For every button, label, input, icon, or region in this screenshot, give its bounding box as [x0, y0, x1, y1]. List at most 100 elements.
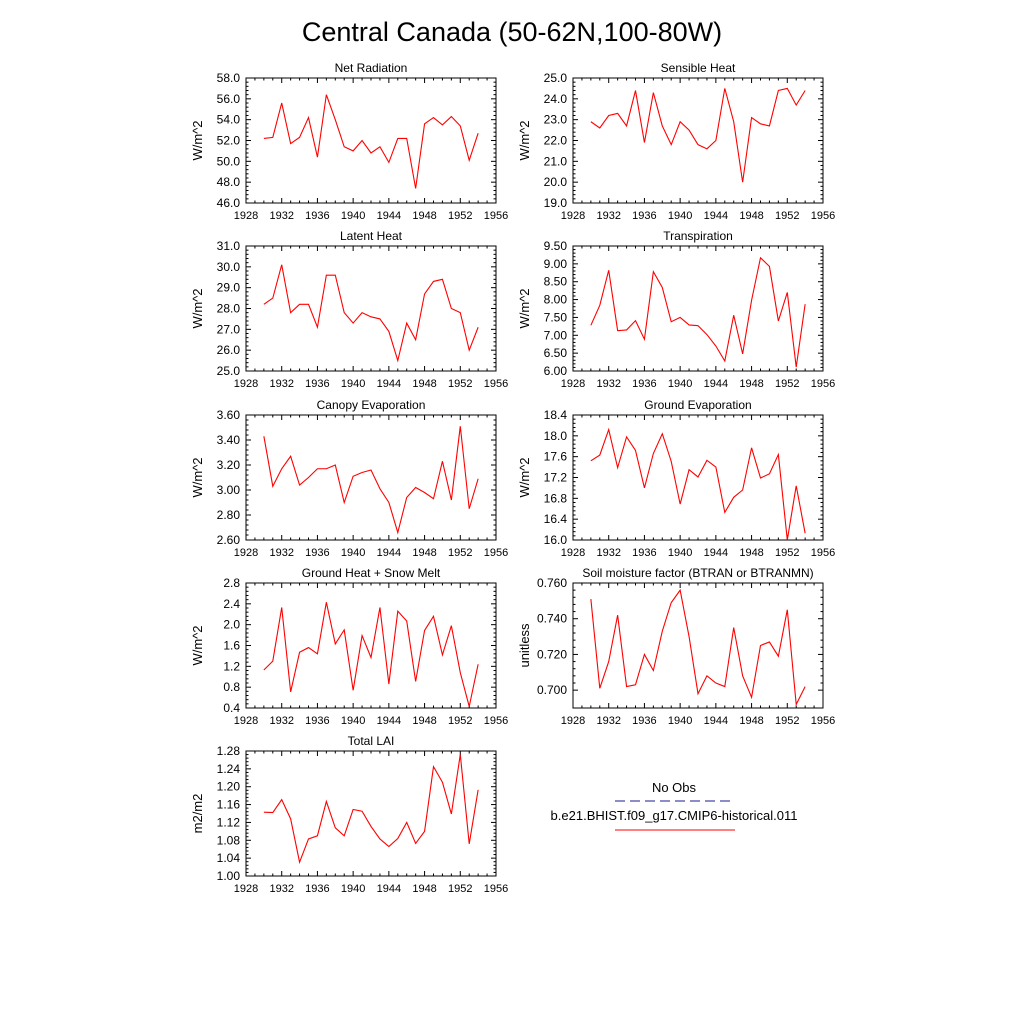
x-tick-label: 1956 — [811, 547, 835, 559]
y-tick-label: 30.0 — [217, 260, 241, 274]
y-tick-label: 23.0 — [544, 113, 568, 127]
x-tick-label: 1956 — [484, 210, 508, 222]
y-axis-label: m2/m2 — [190, 794, 205, 834]
y-tick-label: 8.50 — [544, 275, 568, 289]
x-tick-label: 1956 — [811, 378, 835, 390]
x-tick-label: 1944 — [704, 210, 728, 222]
x-tick-label: 1932 — [596, 378, 620, 390]
x-tick-label: 1956 — [811, 715, 835, 727]
x-tick-label: 1956 — [484, 547, 508, 559]
series-line — [263, 754, 479, 865]
panel-title: Transpiration — [663, 229, 733, 243]
x-tick-label: 1932 — [596, 715, 620, 727]
y-tick-label: 28.0 — [217, 302, 241, 316]
figure-title: Central Canada (50-62N,100-80W) — [302, 17, 722, 47]
legend: No Obs b.e21.BHIST.f09_g17.CMIP6-histori… — [551, 780, 797, 831]
y-tick-label: 0.740 — [537, 612, 567, 626]
y-axis-label: W/m^2 — [190, 457, 205, 497]
x-tick-label: 1952 — [775, 715, 799, 727]
panel-ground-heat-snow-melt: Ground Heat + Snow Melt W/m^2 1928 1932 1936… — [190, 566, 508, 727]
x-tick-label: 1948 — [739, 210, 763, 222]
panel-title: Sensible Heat — [661, 61, 736, 75]
x-tick-label: 1952 — [448, 715, 472, 727]
x-tick-label: 1928 — [561, 547, 585, 559]
y-tick-label: 0.700 — [537, 683, 567, 697]
x-tick-label: 1936 — [632, 210, 656, 222]
x-tick-label: 1928 — [234, 210, 258, 222]
x-tick-label: 1944 — [377, 547, 401, 559]
x-tick-label: 1940 — [668, 715, 692, 727]
x-tick-label: 1940 — [668, 378, 692, 390]
x-tick-label: 1952 — [448, 547, 472, 559]
plot-frame — [245, 582, 497, 709]
y-tick-label: 1.2 — [223, 659, 240, 673]
panel-title: Total LAI — [348, 734, 395, 748]
y-tick-label: 24.0 — [544, 92, 568, 106]
series-line — [263, 602, 479, 707]
y-tick-label: 1.28 — [217, 744, 241, 758]
y-tick-label: 8.00 — [544, 293, 568, 307]
y-axis-label: W/m^2 — [190, 120, 205, 160]
y-tick-label: 7.50 — [544, 310, 568, 324]
x-tick-label: 1936 — [632, 715, 656, 727]
x-tick-label: 1944 — [377, 210, 401, 222]
x-tick-label: 1928 — [561, 378, 585, 390]
y-tick-label: 1.00 — [217, 869, 241, 883]
x-tick-label: 1952 — [448, 378, 472, 390]
x-tick-label: 1940 — [668, 210, 692, 222]
series-line — [263, 426, 479, 535]
y-axis-label: W/m^2 — [190, 288, 205, 328]
x-tick-label: 1948 — [739, 547, 763, 559]
x-tick-label: 1928 — [561, 715, 585, 727]
plot-frame — [572, 77, 824, 204]
x-tick-label: 1928 — [234, 715, 258, 727]
y-tick-label: 1.24 — [217, 762, 241, 776]
x-tick-label: 1948 — [412, 547, 436, 559]
y-tick-label: 2.8 — [223, 576, 240, 590]
x-tick-label: 1928 — [234, 883, 258, 895]
y-tick-label: 29.0 — [217, 281, 241, 295]
x-tick-label: 1952 — [448, 883, 472, 895]
x-tick-label: 1936 — [305, 210, 329, 222]
x-tick-label: 1932 — [269, 547, 293, 559]
x-tick-label: 1940 — [341, 547, 365, 559]
x-tick-label: 1956 — [484, 715, 508, 727]
x-tick-label: 1952 — [775, 547, 799, 559]
y-tick-label: 9.50 — [544, 239, 568, 253]
x-tick-label: 1948 — [412, 715, 436, 727]
y-tick-label: 1.16 — [217, 798, 241, 812]
x-tick-label: 1944 — [704, 715, 728, 727]
y-tick-label: 27.0 — [217, 322, 241, 336]
plot-frame — [572, 245, 824, 372]
x-tick-label: 1928 — [234, 547, 258, 559]
y-tick-label: 3.00 — [217, 483, 241, 497]
panel-title: Net Radiation — [335, 61, 408, 75]
y-tick-label: 0.8 — [223, 680, 240, 694]
x-tick-label: 1948 — [412, 378, 436, 390]
series-line — [590, 87, 806, 183]
panels-group: Net Radiation W/m^2 1928 1932 1936 1940 1944 19… — [190, 61, 835, 895]
y-tick-label: 52.0 — [217, 134, 241, 148]
panel-title: Ground Evaporation — [644, 398, 751, 412]
x-tick-label: 1936 — [305, 715, 329, 727]
y-axis-label: unitless — [517, 623, 532, 668]
x-tick-label: 1940 — [341, 378, 365, 390]
y-tick-label: 16.4 — [544, 512, 568, 526]
x-tick-label: 1944 — [377, 378, 401, 390]
legend-entry-no-obs-label: No Obs — [652, 780, 697, 795]
y-tick-label: 16.8 — [544, 491, 568, 505]
x-tick-label: 1940 — [341, 715, 365, 727]
y-tick-label: 1.12 — [217, 815, 241, 829]
y-tick-label: 18.4 — [544, 408, 568, 422]
x-tick-label: 1952 — [775, 210, 799, 222]
panel-transpiration: Transpiration W/m^2 1928 1932 1936 1940 1944 19… — [517, 229, 835, 390]
y-tick-label: 1.20 — [217, 780, 241, 794]
y-tick-label: 7.00 — [544, 328, 568, 342]
x-tick-label: 1956 — [484, 883, 508, 895]
y-tick-label: 6.50 — [544, 346, 568, 360]
panel-title: Soil moisture factor (BTRAN or BTRANMN) — [582, 566, 813, 580]
plot-frame — [245, 414, 497, 541]
y-tick-label: 2.60 — [217, 533, 241, 547]
y-axis-label: W/m^2 — [190, 625, 205, 665]
